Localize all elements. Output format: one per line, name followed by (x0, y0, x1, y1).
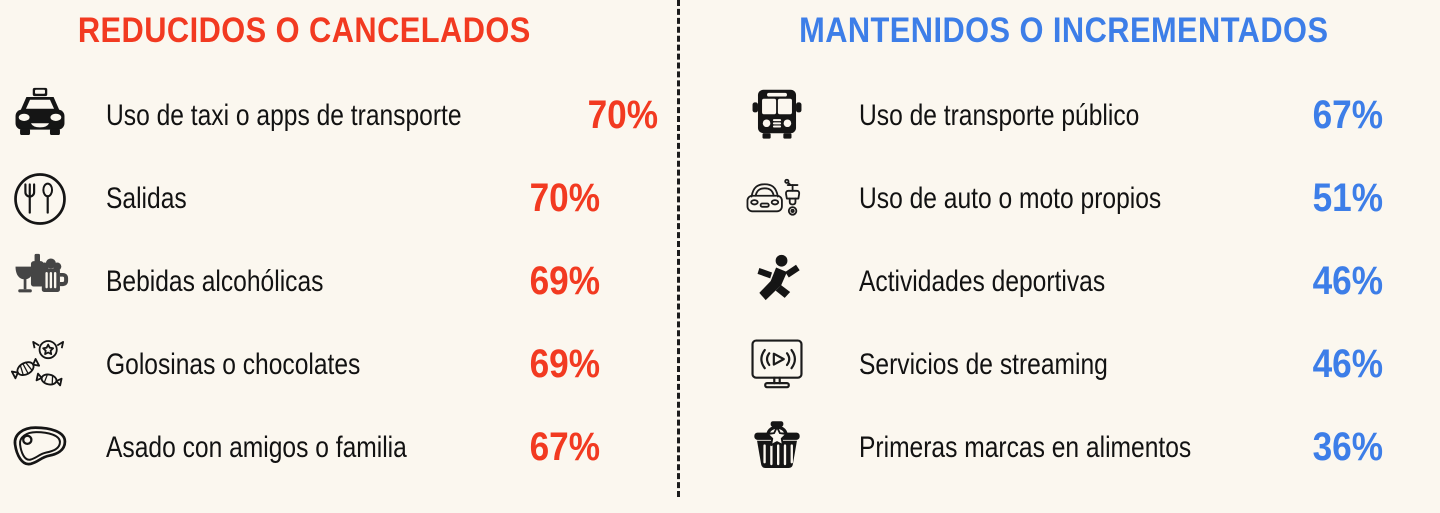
basket-icon (745, 416, 809, 480)
section-title-maintained: MANTENIDOS O INCREMENTADOS (799, 11, 1329, 50)
item-value: 69% (529, 259, 600, 303)
reduced-cancelled-section: REDUCIDOS O CANCELADOS (0, 0, 678, 513)
list-item: Actividades deportivas 46% (745, 240, 1383, 323)
taxi-icon (8, 84, 72, 148)
list-item: Uso de auto o moto propios 51% (745, 157, 1383, 240)
maintained-increased-section: MANTENIDOS O INCREMENTADOS (678, 0, 1440, 513)
list-item: Uso de transporte público 67% (745, 74, 1383, 157)
dashed-divider (677, 0, 680, 497)
list-item: Salidas 70% (8, 157, 600, 240)
car-scooter-icon (745, 167, 809, 231)
dining-icon (8, 167, 72, 231)
item-value: 69% (529, 342, 600, 386)
item-value: 70% (587, 93, 658, 137)
item-label: Bebidas alcohólicas (106, 264, 324, 298)
list-item: Golosinas o chocolates 69% (8, 323, 600, 406)
drinks-icon (8, 250, 72, 314)
steak-icon (8, 416, 72, 480)
item-value: 51% (1312, 176, 1383, 220)
item-value: 46% (1312, 342, 1383, 386)
list-item: Asado con amigos o familia 67% (8, 406, 600, 489)
item-value: 67% (529, 425, 600, 469)
item-label: Salidas (106, 181, 187, 215)
reduced-list: Uso de taxi o apps de transporte 70% (8, 74, 658, 489)
candies-icon (8, 333, 72, 397)
item-label: Uso de auto o moto propios (859, 181, 1162, 215)
list-item: Servicios de streaming 46% (745, 323, 1383, 406)
item-value: 70% (529, 176, 600, 220)
item-value: 67% (1312, 93, 1383, 137)
list-item: Primeras marcas en alimentos 36% (745, 406, 1383, 489)
item-label: Servicios de streaming (859, 347, 1108, 381)
streaming-icon (745, 333, 809, 397)
list-item: Bebidas alcohólicas 69% (8, 240, 600, 323)
list-item: Uso de taxi o apps de transporte 70% (8, 74, 658, 157)
section-title-reduced: REDUCIDOS O CANCELADOS (77, 11, 531, 50)
item-label: Uso de taxi o apps de transporte (106, 98, 462, 132)
item-label: Asado con amigos o familia (106, 430, 407, 464)
item-label: Actividades deportivas (859, 264, 1106, 298)
bus-icon (745, 84, 809, 148)
item-label: Primeras marcas en alimentos (859, 430, 1192, 464)
maintained-list: Uso de transporte público 67% (745, 74, 1383, 489)
item-label: Uso de transporte público (859, 98, 1140, 132)
item-value: 46% (1312, 259, 1383, 303)
item-label: Golosinas o chocolates (106, 347, 361, 381)
runner-icon (745, 250, 809, 314)
item-value: 36% (1312, 425, 1383, 469)
